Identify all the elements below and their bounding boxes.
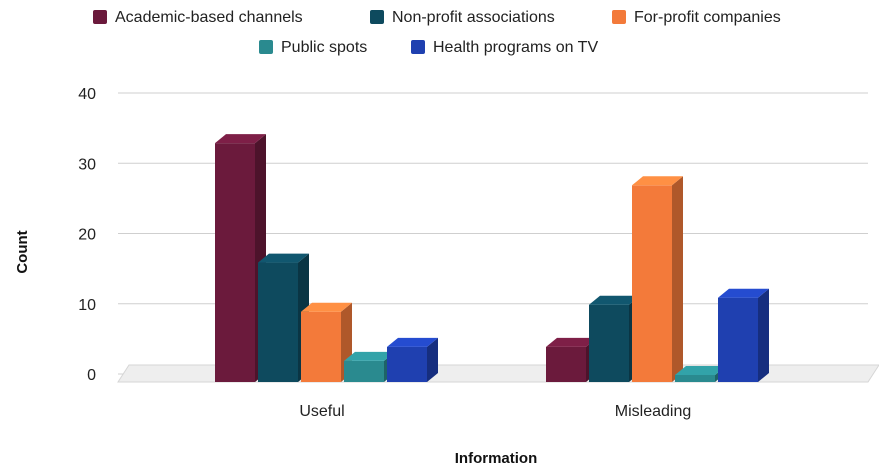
bar <box>215 134 266 382</box>
legend: Academic-based channels Non-profit associ… <box>93 9 781 56</box>
bar-front <box>215 143 255 382</box>
bar <box>632 176 683 382</box>
bar-front <box>258 262 298 382</box>
bar <box>387 337 438 382</box>
y-tick-label: 30 <box>78 156 96 173</box>
bar-top <box>589 295 640 305</box>
bar-top <box>301 302 352 312</box>
bar-front <box>387 346 427 382</box>
legend-swatch <box>259 40 273 54</box>
x-category-label: Misleading <box>615 403 691 420</box>
bar-front <box>546 346 586 382</box>
legend-item: Health programs on TV <box>411 39 598 56</box>
bar <box>258 253 309 382</box>
bar-side <box>672 176 683 382</box>
x-axis-title: Information <box>455 450 538 467</box>
legend-swatch <box>93 10 107 24</box>
bar-top <box>215 134 266 144</box>
bar-front <box>675 374 715 382</box>
legend-swatch <box>411 40 425 54</box>
y-axis-title: Count <box>14 230 31 273</box>
legend-item: For-profit companies <box>612 9 781 26</box>
bar-top <box>258 253 309 263</box>
bar-front <box>589 304 629 382</box>
y-tick-label: 10 <box>78 297 96 314</box>
legend-swatch <box>612 10 626 24</box>
y-tick-labels: 0 10 20 30 40 <box>78 86 96 384</box>
bar-top <box>546 337 597 347</box>
bar-front <box>632 185 672 382</box>
bar-top <box>632 176 683 186</box>
y-tick-label: 40 <box>78 86 96 103</box>
bar-top <box>344 351 395 361</box>
legend-label: Public spots <box>281 39 367 56</box>
bars <box>215 134 769 382</box>
bar-front <box>718 297 758 382</box>
x-category-label: Useful <box>299 403 344 420</box>
y-tick-label: 0 <box>87 367 96 384</box>
legend-item: Academic-based channels <box>93 9 303 26</box>
legend-item: Non-profit associations <box>370 9 555 26</box>
y-tick-label: 20 <box>78 227 96 244</box>
bar-front <box>344 360 384 382</box>
legend-item: Public spots <box>259 39 367 56</box>
legend-label: Health programs on TV <box>433 39 598 56</box>
legend-label: Non-profit associations <box>392 9 555 26</box>
legend-label: Academic-based channels <box>115 9 303 26</box>
x-category-labels: Useful Misleading <box>299 403 691 420</box>
bar-front <box>301 311 341 382</box>
bar <box>718 288 769 382</box>
bar-top <box>387 337 438 347</box>
bar-top <box>718 288 769 298</box>
bar-side <box>758 288 769 382</box>
legend-label: For-profit companies <box>634 9 781 26</box>
bar-side <box>427 337 438 382</box>
legend-swatch <box>370 10 384 24</box>
bar-top <box>675 365 726 375</box>
